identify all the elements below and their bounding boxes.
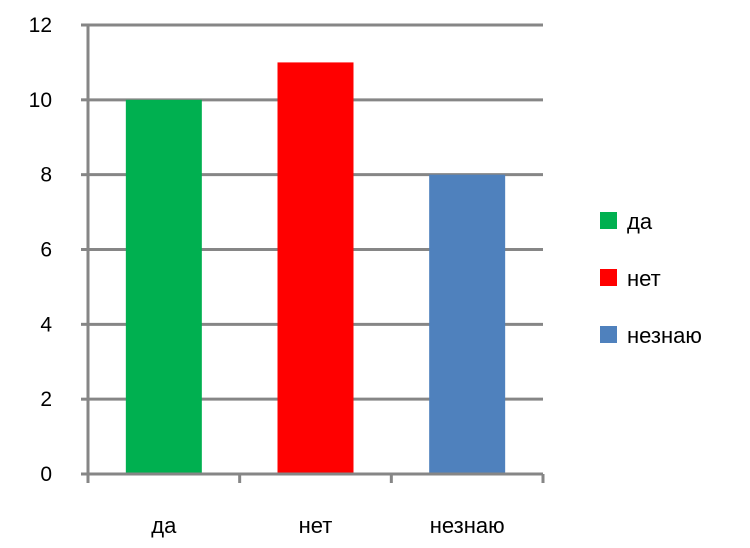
bar-1 <box>277 62 354 475</box>
legend-swatch <box>600 269 617 286</box>
y-tick-label: 8 <box>40 164 52 187</box>
legend: да нет незнаю <box>600 209 702 348</box>
x-tick-label: незнаю <box>430 513 505 538</box>
legend-swatch <box>600 212 617 229</box>
y-tick-label: 10 <box>29 89 52 112</box>
y-tick-label: 12 <box>29 14 52 37</box>
y-tick-label: 0 <box>40 463 52 486</box>
legend-swatch <box>600 326 617 343</box>
y-tick-label: 4 <box>40 313 52 336</box>
bars <box>125 62 506 475</box>
x-tick-label: нет <box>299 513 333 538</box>
y-tick-labels: 0 2 4 6 8 10 12 <box>29 14 53 486</box>
x-tick-labels: да нет незнаю <box>151 513 504 538</box>
legend-label: незнаю <box>627 323 702 348</box>
y-tick-label: 6 <box>40 239 52 262</box>
bar-0 <box>125 99 202 474</box>
legend-label: да <box>627 209 653 234</box>
x-tick-label: да <box>151 513 177 538</box>
bar-2 <box>429 174 506 474</box>
axes <box>81 23 545 483</box>
y-tick-label: 2 <box>40 388 52 411</box>
legend-label: нет <box>627 266 661 291</box>
